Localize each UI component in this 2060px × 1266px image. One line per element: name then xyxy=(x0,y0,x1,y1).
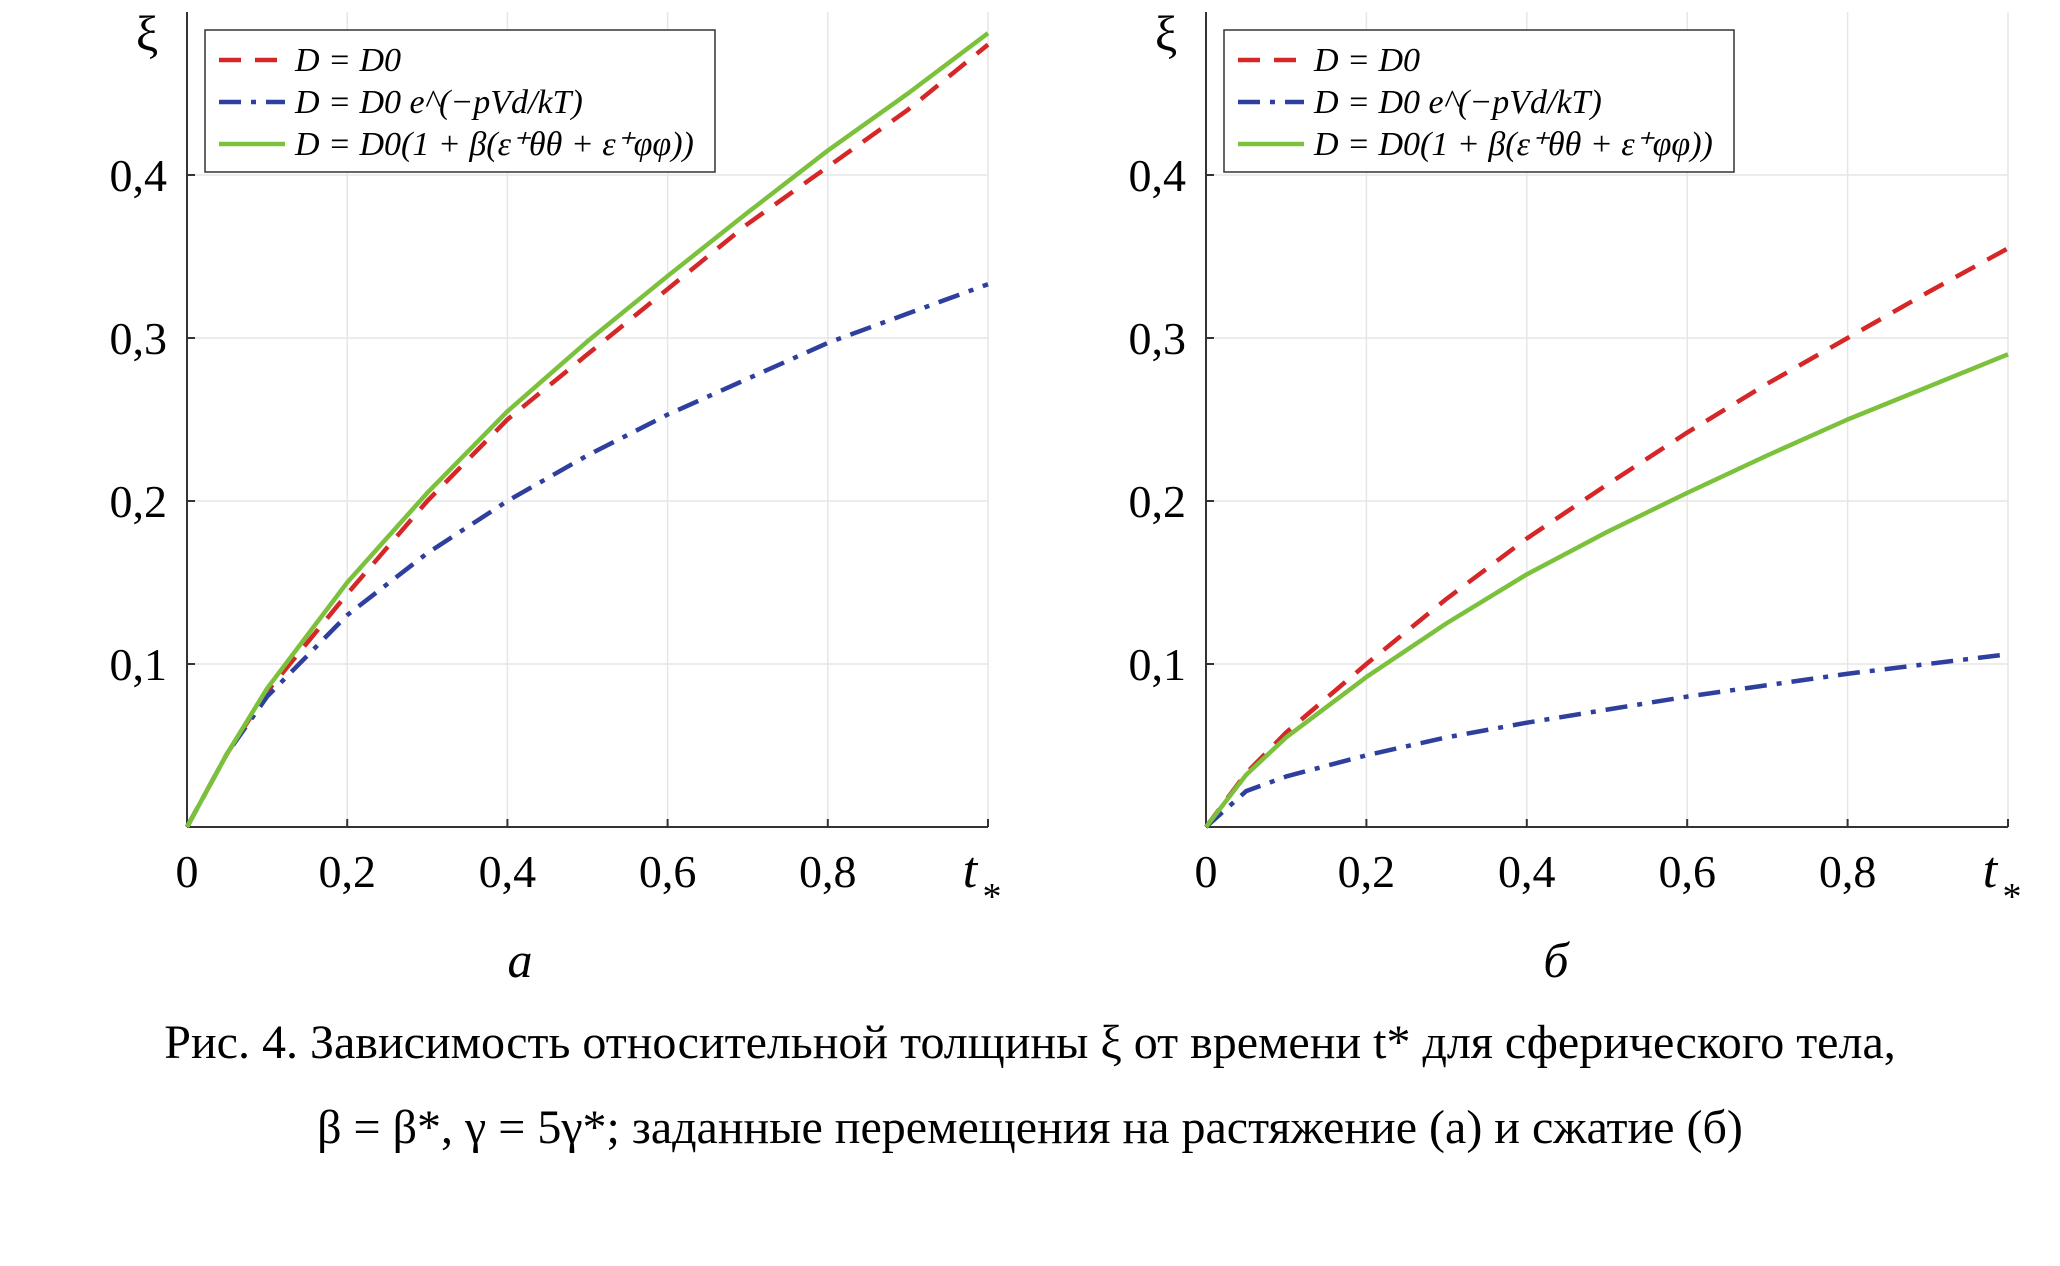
legend-box xyxy=(204,29,716,173)
legend-label-3: D = D0(1 + β(ε⁺θθ + ε⁺φφ)) xyxy=(294,126,694,163)
legend-label-2: D = D0 e^(−pVd/kT) xyxy=(1313,84,1602,121)
y-tick-label: 0,3 xyxy=(110,313,168,364)
figure-caption-line-2: β = β*, γ = 5γ*; заданные перемещения на… xyxy=(317,1101,1743,1154)
legend-box xyxy=(1223,29,1735,173)
x-tick-label: 0 xyxy=(1195,846,1218,897)
y-tick-label: 0,4 xyxy=(1129,150,1187,201)
series-line-3 xyxy=(1204,352,2009,829)
legend: D = D0 D = D0 e^(−pVd/kT) D = D0(1 + β(ε⁺θ… xyxy=(204,29,716,173)
x-tick-label: 0,6 xyxy=(639,846,697,897)
series-line-3 xyxy=(185,31,990,829)
legend-label-1: D = D0 xyxy=(294,42,401,79)
y-axis-title: ξ xyxy=(1155,5,1177,61)
legend-label-3: D = D0(1 + β(ε⁺θθ + ε⁺φφ)) xyxy=(1313,126,1713,163)
chart-panel-b: 0 0,2 0,4 0,6 0,80,10,20,30,4ξt *D = D0D = D0… xyxy=(1129,5,2022,988)
x-tick-label: 0,4 xyxy=(1498,846,1556,897)
y-tick-label: 0,3 xyxy=(1129,313,1187,364)
y-tick-label: 0,1 xyxy=(1129,639,1187,690)
y-tick-label: 0,2 xyxy=(110,476,168,527)
x-tick-label: 0,2 xyxy=(1338,846,1396,897)
series-line-2 xyxy=(1204,651,2009,829)
panel-label: а xyxy=(508,932,533,988)
y-axis-title: ξ xyxy=(136,5,158,61)
x-axis-title: t xyxy=(963,842,979,899)
x-tick-label: 0,2 xyxy=(318,846,376,897)
x-tick-label: 0 xyxy=(176,846,199,897)
figure-caption-line-1: Рис. 4. Зависимость относительной толщин… xyxy=(164,1016,1896,1069)
series-line-2 xyxy=(185,282,989,829)
y-tick-label: 0,2 xyxy=(1129,476,1187,527)
y-tick-label: 0,4 xyxy=(110,150,168,201)
y-tick-label: 0,1 xyxy=(110,639,168,690)
x-tick-label: 0,4 xyxy=(479,846,537,897)
x-tick-label: 0,8 xyxy=(1819,846,1877,897)
x-tick-label: 0,8 xyxy=(799,846,857,897)
x-tick-label: 0,6 xyxy=(1658,846,1716,897)
x-axis-title: t xyxy=(1983,842,1999,899)
chart-panel-a: 0 0,2 0,4 0,6 0,80,10,20,30,4ξt *D = D0D = D0… xyxy=(110,5,1002,988)
panel-label: б xyxy=(1543,932,1570,988)
series-line-1 xyxy=(1204,246,2010,829)
legend-label-2: D = D0 e^(−pVd/kT) xyxy=(294,84,583,121)
x-axis-title-subscript: * xyxy=(2003,876,2022,918)
x-axis-title-subscript: * xyxy=(983,876,1002,918)
legend-label-1: D = D0 xyxy=(1313,42,1420,79)
legend: D = D0 D = D0 e^(−pVd/kT) D = D0(1 + β(ε⁺θ… xyxy=(1223,29,1735,173)
